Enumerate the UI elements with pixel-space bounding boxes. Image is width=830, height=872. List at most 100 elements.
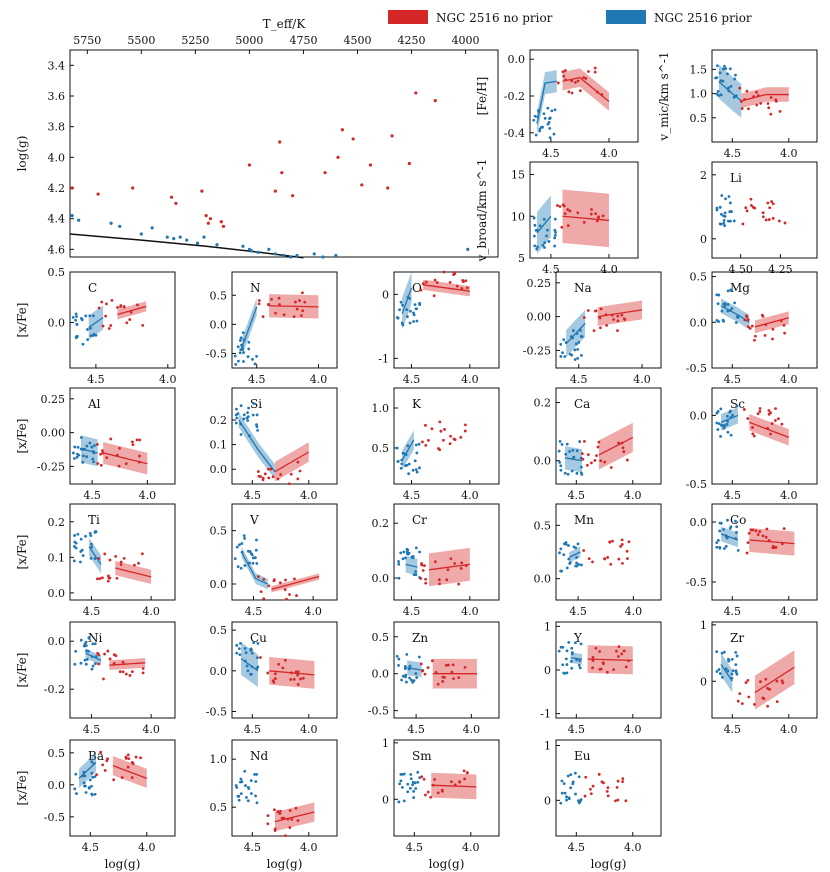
no-prior-point <box>141 323 145 327</box>
axes-frame <box>711 49 818 143</box>
panel-al: 0.25 0.00 -0.25 4.5 4.0 Al [x/Fe] <box>15 387 176 502</box>
legend: NGC 2516 no prior NGC 2516 prior <box>388 10 752 25</box>
no-prior-point <box>769 112 773 116</box>
y-tick-label: 0.2 <box>210 414 228 427</box>
prior-point <box>255 801 259 805</box>
no-prior-point <box>740 702 744 706</box>
no-prior-trend-line <box>423 284 470 292</box>
y-tick-label: 1 <box>544 739 551 752</box>
panel-label: Co <box>730 513 746 527</box>
no-prior-point <box>430 659 434 663</box>
legend-swatch-no-prior <box>388 10 428 24</box>
no-prior-point <box>441 680 445 683</box>
prior-point <box>401 323 405 327</box>
x-tick-label: 4.5 <box>724 147 742 160</box>
prior-point <box>397 562 401 566</box>
prior-point <box>243 659 247 663</box>
no-prior-point <box>564 69 567 72</box>
no-prior-point <box>424 423 427 427</box>
prior-point <box>406 782 410 786</box>
prior-point <box>728 526 732 530</box>
no-prior-point <box>119 563 123 566</box>
no-prior-point <box>617 655 620 658</box>
no-prior-point <box>419 662 423 666</box>
no-prior-point <box>273 808 276 812</box>
prior-point <box>249 792 253 795</box>
prior-point <box>396 316 400 320</box>
no-prior-point <box>576 211 580 215</box>
axes-frame <box>69 503 176 601</box>
no-prior-point <box>562 74 566 78</box>
no-prior-point <box>270 297 273 301</box>
prior-point <box>722 650 726 654</box>
no-prior-point <box>760 313 764 317</box>
y-tick-label: 0.0 <box>690 409 708 422</box>
y-tick-label: 0.5 <box>48 747 66 760</box>
prior-point <box>564 341 568 344</box>
no-prior-point <box>743 318 747 322</box>
prior-point <box>726 303 730 306</box>
no-prior-point <box>107 327 111 330</box>
no-prior-point <box>625 458 629 462</box>
prior-point <box>93 557 97 560</box>
no-prior-point <box>774 407 777 411</box>
prior-point <box>562 338 566 342</box>
prior-point <box>569 660 573 663</box>
prior-point <box>235 416 239 420</box>
x-tick-label: 4.5 <box>403 489 421 502</box>
no-prior-point <box>747 107 750 111</box>
no-prior-point <box>290 817 294 821</box>
prior-point <box>409 777 413 781</box>
no-prior-point <box>593 70 597 74</box>
no-prior-trend-line <box>274 451 310 473</box>
no-prior-point <box>139 756 142 760</box>
no-prior-point <box>605 324 609 327</box>
prior-point <box>567 796 571 800</box>
y-axis-label: v_mic/km s^-1 <box>657 51 671 141</box>
prior-point <box>568 561 572 564</box>
x-axis-label: log(g) <box>591 857 627 871</box>
no-prior-point <box>605 789 609 793</box>
scatter-point <box>351 137 355 141</box>
y-tick-label: -0.5 <box>44 811 65 824</box>
no-prior-point <box>622 450 626 454</box>
prior-point <box>256 429 260 432</box>
no-prior-point <box>301 676 305 680</box>
prior-point <box>248 561 251 565</box>
x-tick-label: 4.0 <box>461 373 479 386</box>
no-prior-point <box>767 409 771 412</box>
prior-point <box>718 529 722 533</box>
no-prior-point <box>450 780 453 784</box>
prior-point <box>734 321 738 324</box>
scatter-point <box>368 163 373 167</box>
prior-point <box>93 642 97 646</box>
prior-point <box>731 669 735 673</box>
y-tick-label: -0.5 <box>206 705 227 718</box>
panel-nd: 1.0 0.5 4.5 4.0 Nd log(g) <box>210 739 338 871</box>
prior-point <box>93 792 97 796</box>
axes-frame <box>231 271 338 369</box>
prior-point <box>234 421 238 425</box>
y-tick-label: 0.0 <box>48 587 66 600</box>
prior-point <box>726 419 730 423</box>
prior-point <box>575 449 579 453</box>
y-tick-label: 0.5 <box>534 519 552 532</box>
no-prior-point <box>296 460 300 464</box>
no-prior-point <box>120 776 124 779</box>
axes-frame <box>231 621 338 719</box>
prior-point <box>246 549 250 553</box>
prior-point <box>560 443 564 446</box>
prior-point <box>563 542 566 546</box>
prior-trend-line <box>401 439 415 461</box>
no-prior-point <box>422 777 426 781</box>
prior-trend-line <box>718 80 742 102</box>
no-prior-point <box>602 781 605 785</box>
prior-point <box>412 789 416 793</box>
no-prior-point <box>453 438 457 442</box>
y-tick-label: 0.5 <box>48 266 66 279</box>
prior-point <box>243 564 247 567</box>
prior-point <box>547 240 551 243</box>
y-tick-label: 0.0 <box>210 578 228 591</box>
prior-point <box>400 678 404 682</box>
no-prior-trend-line <box>598 436 634 456</box>
